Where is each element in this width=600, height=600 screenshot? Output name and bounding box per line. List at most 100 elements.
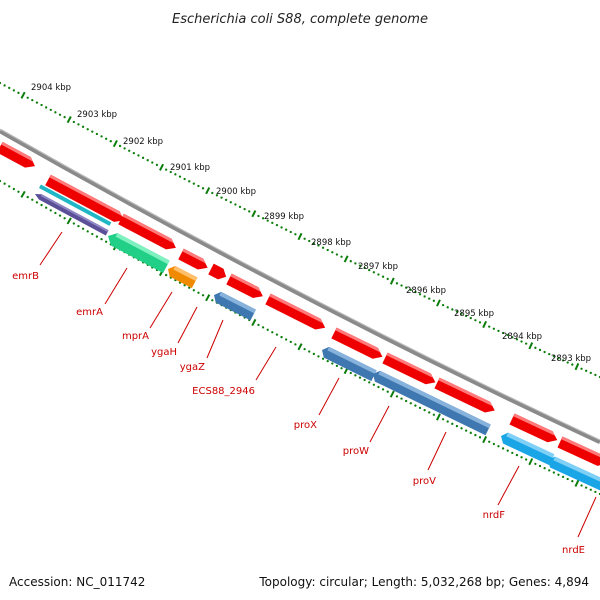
inner-ruler-major-tick — [20, 190, 26, 198]
outer-ruler-major-tick — [297, 232, 303, 241]
kbp-label: 2899 kbp — [264, 212, 304, 222]
inner-ruler-dot — [548, 469, 551, 472]
gene-forward[interactable] — [331, 327, 385, 363]
kbp-label: 2893 kbp — [551, 354, 591, 364]
outer-ruler-dot — [58, 113, 62, 116]
inner-ruler-dot — [423, 409, 426, 412]
inner-ruler-dot — [451, 422, 454, 425]
inner-ruler-major-tick — [482, 435, 488, 444]
gene-forward[interactable] — [45, 174, 127, 226]
forward-strand — [0, 141, 600, 470]
outer-ruler-dot — [3, 84, 6, 87]
outer-ruler-dot — [571, 363, 574, 366]
inner-ruler-dot — [497, 445, 500, 448]
gene-proX[interactable] — [319, 345, 377, 382]
outer-ruler-major-tick — [528, 342, 534, 350]
outer-ruler-dot — [446, 306, 449, 309]
outer-ruler-dot — [561, 359, 565, 362]
leader-proX — [318, 377, 340, 416]
outer-ruler-dot — [418, 293, 422, 296]
inner-ruler-dot — [381, 388, 385, 391]
outer-ruler-dot — [289, 230, 292, 234]
gene-nrdE[interactable] — [546, 455, 600, 491]
inner-ruler-dot — [469, 431, 472, 434]
inner-ruler-dot — [538, 464, 542, 468]
gene-emrB[interactable] — [34, 191, 109, 236]
gene-label-proW: proW — [343, 446, 369, 457]
outer-ruler-dot — [238, 205, 242, 208]
outer-ruler-dot — [45, 106, 48, 109]
reverse-strand — [34, 184, 600, 491]
inner-ruler-dot — [594, 490, 597, 494]
gene-label-ygaZ: ygaZ — [180, 362, 205, 373]
gene-forward[interactable] — [382, 352, 438, 388]
inner-ruler-dot — [543, 467, 546, 470]
outer-ruler-dot — [308, 239, 311, 243]
outer-ruler-dot — [589, 371, 592, 375]
gene-forward[interactable] — [434, 377, 497, 416]
gene-ygaZ[interactable] — [211, 290, 256, 321]
inner-ruler-dot — [35, 201, 39, 204]
outer-ruler-dot — [386, 277, 389, 281]
outer-ruler-dot — [49, 108, 52, 112]
gene-forward[interactable] — [178, 248, 210, 273]
gene-forward[interactable] — [557, 436, 600, 470]
outer-ruler-dot — [174, 173, 177, 176]
gene-label-ECS88_2946: ECS88_2946 — [192, 386, 255, 397]
kbp-label: 2901 kbp — [170, 163, 210, 173]
outer-ruler-major-tick — [389, 277, 395, 285]
gene-label-proV: proV — [413, 476, 436, 487]
kbp-label: 2898 kbp — [311, 238, 351, 248]
outer-ruler-dot — [211, 191, 214, 195]
outer-ruler-dot — [137, 154, 140, 157]
outer-ruler-dot — [525, 342, 528, 345]
gene-forward[interactable] — [509, 413, 559, 446]
outer-ruler-dot — [8, 86, 11, 90]
outer-ruler-dot — [229, 201, 232, 204]
gene-reverse-emrB-teal[interactable] — [39, 184, 112, 226]
inner-ruler-dot — [358, 376, 362, 379]
outer-ruler-dot — [192, 182, 195, 185]
outer-ruler-dot — [128, 149, 131, 152]
gene-proW[interactable] — [370, 369, 491, 436]
outer-ruler-dot — [118, 144, 122, 148]
outer-ruler — [0, 81, 600, 379]
outer-ruler-major-tick — [482, 320, 487, 329]
inner-ruler-dot — [460, 427, 463, 430]
outer-ruler-dot — [123, 147, 126, 150]
outer-ruler-dot — [363, 266, 366, 270]
outer-ruler-dot — [552, 355, 555, 358]
gene-forward[interactable] — [226, 273, 265, 302]
outer-ruler-dot — [197, 184, 200, 188]
inner-ruler-dot — [266, 328, 269, 331]
outer-ruler-dot — [91, 130, 94, 133]
inner-ruler-dot — [72, 222, 75, 225]
outer-ruler-dot — [358, 264, 362, 267]
gene-emrA[interactable] — [105, 230, 170, 273]
outer-ruler-dot — [409, 288, 412, 292]
gene-forward[interactable] — [208, 263, 229, 282]
gene-mprA[interactable] — [165, 264, 198, 289]
gene-forward[interactable] — [265, 293, 328, 333]
outer-ruler-dot — [377, 273, 380, 276]
outer-ruler-dot — [0, 81, 2, 85]
inner-ruler-dot — [321, 357, 325, 360]
gene-label-emrB: emrB — [12, 271, 39, 282]
gene-forward[interactable] — [118, 213, 178, 253]
outer-ruler-dot — [132, 151, 135, 155]
outer-ruler-dot — [275, 224, 279, 227]
outer-ruler-major-tick — [436, 299, 441, 307]
inner-ruler-dot — [49, 209, 52, 212]
outer-ruler-dot — [201, 187, 205, 190]
gene-forward[interactable] — [0, 141, 38, 172]
outer-ruler-dot — [77, 123, 80, 126]
outer-ruler-dot — [335, 253, 339, 256]
outer-ruler-dot — [585, 369, 588, 372]
inner-ruler-dot — [294, 343, 297, 346]
inner-ruler-dot — [257, 323, 260, 327]
inner-ruler-dot — [465, 429, 468, 432]
gene-label-nrdF: nrdF — [483, 510, 506, 521]
label-leaders — [39, 231, 597, 538]
gene-nrdF[interactable] — [498, 431, 555, 466]
kbp-label: 2902 kbp — [123, 137, 163, 147]
